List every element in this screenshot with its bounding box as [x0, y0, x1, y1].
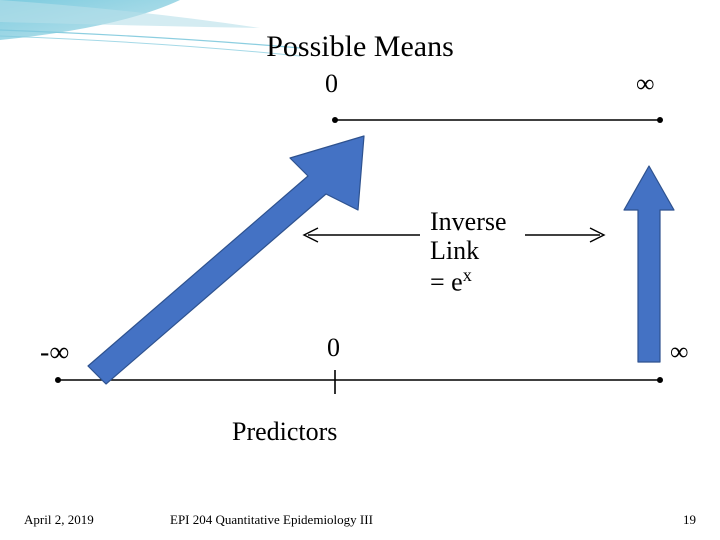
bottom-line-dot-right — [657, 377, 663, 383]
slide-title: Possible Means — [266, 30, 454, 64]
diagram-svg — [0, 70, 720, 470]
blue-arrow-vertical — [624, 166, 674, 362]
blue-arrow-diagonal — [88, 136, 364, 384]
footer-page-number: 19 — [683, 512, 696, 528]
footer-date: April 2, 2019 — [24, 512, 94, 528]
top-line-dot-left — [332, 117, 338, 123]
bottom-line-dot-left — [55, 377, 61, 383]
corner-decoration — [0, 0, 300, 80]
top-line-dot-right — [657, 117, 663, 123]
mid-arrow-right — [525, 228, 604, 242]
footer-course: EPI 204 Quantitative Epidemiology III — [170, 512, 373, 528]
slide: Possible Means 0 ∞ Inverse Link = ex -∞ … — [0, 0, 720, 540]
mid-arrow-left — [304, 228, 420, 242]
diagram: 0 ∞ Inverse Link = ex -∞ 0 ∞ Predictors — [0, 70, 720, 470]
